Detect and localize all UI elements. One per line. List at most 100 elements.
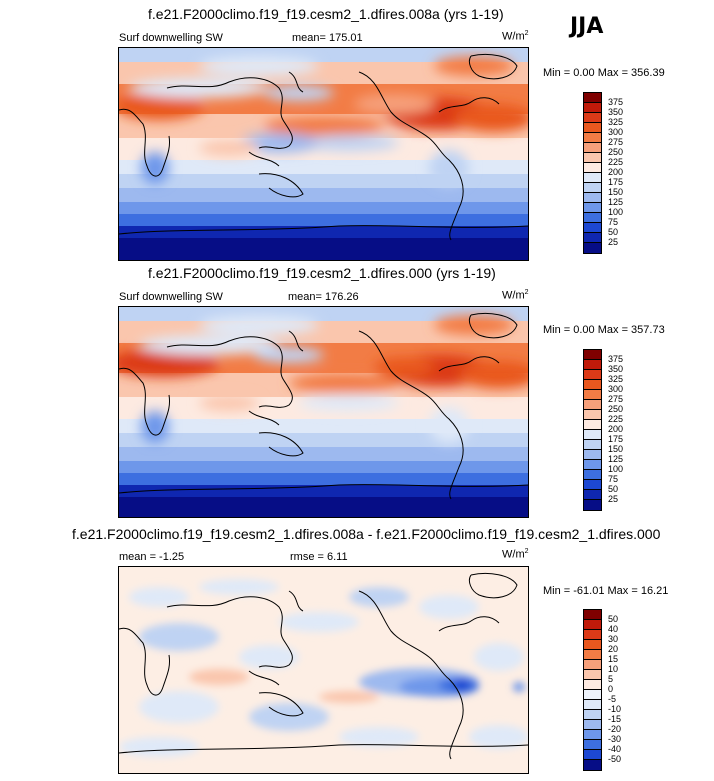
season-label: JJA <box>570 14 604 39</box>
colorbar-swatch <box>584 390 601 400</box>
colorbar-tick-label: 225 <box>608 157 624 167</box>
panel2-units: W/m2 <box>502 289 529 302</box>
colorbar-tick-label: 100 <box>608 464 624 474</box>
colorbar-tick-label: 125 <box>608 197 624 207</box>
colorbar-tick-label: -30 <box>608 734 622 744</box>
colorbar-tick-label: 25 <box>608 494 619 504</box>
colorbar-tick-label: 175 <box>608 177 624 187</box>
panel3-minmax: Min = -61.01 Max = 16.21 <box>543 585 669 597</box>
colorbar-swatch <box>584 700 601 710</box>
colorbar-swatch <box>584 123 601 133</box>
colorbar-swatch <box>584 430 601 440</box>
colorbar-tick-label: 40 <box>608 624 619 634</box>
colorbar-swatch <box>584 213 601 223</box>
colorbar-tick-label: 200 <box>608 167 624 177</box>
colorbar-swatch <box>584 710 601 720</box>
colorbar-tick-label: 30 <box>608 634 619 644</box>
panel3-title: f.e21.F2000climo.f19_f19.cesm2_1.dfires.… <box>72 526 661 542</box>
colorbar-tick-label: 175 <box>608 434 624 444</box>
colorbar-swatch <box>584 243 601 253</box>
colorbar-tick-label: 375 <box>608 354 624 364</box>
colorbar-swatch <box>584 193 601 203</box>
colorbar-tick-label: 20 <box>608 644 619 654</box>
colorbar-swatch <box>584 223 601 233</box>
colorbar-tick-label: 300 <box>608 127 624 137</box>
panel1-colorbar <box>583 92 602 254</box>
colorbar-tick-label: -5 <box>608 694 617 704</box>
colorbar-tick-label: 275 <box>608 394 624 404</box>
panel3-units: W/m2 <box>502 548 529 561</box>
colorbar-swatch <box>584 690 601 700</box>
colorbar-swatch <box>584 350 601 360</box>
colorbar-tick-label: 300 <box>608 384 624 394</box>
panel1-title: f.e21.F2000climo.f19_f19.cesm2_1.dfires.… <box>148 6 504 22</box>
colorbar-tick-label: -20 <box>608 724 622 734</box>
panel2-colorbar <box>583 349 602 511</box>
colorbar-tick-label: 250 <box>608 404 624 414</box>
colorbar-swatch <box>584 720 601 730</box>
colorbar-tick-label: 350 <box>608 107 624 117</box>
colorbar-swatch <box>584 610 601 620</box>
colorbar-swatch <box>584 640 601 650</box>
colorbar-tick-label: 0 <box>608 684 614 694</box>
colorbar-swatch <box>584 680 601 690</box>
panel3-mean-label: mean = -1.25 <box>119 551 185 563</box>
colorbar-swatch <box>584 93 601 103</box>
colorbar-swatch <box>584 183 601 193</box>
colorbar-tick-label: 225 <box>608 414 624 424</box>
colorbar-swatch <box>584 730 601 740</box>
colorbar-swatch <box>584 740 601 750</box>
colorbar-tick-label: 150 <box>608 444 624 454</box>
colorbar-swatch <box>584 670 601 680</box>
panel1-map <box>118 47 529 261</box>
colorbar-swatch <box>584 173 601 183</box>
colorbar-swatch <box>584 420 601 430</box>
colorbar-tick-label: 50 <box>608 227 619 237</box>
colorbar-swatch <box>584 360 601 370</box>
colorbar-tick-label: 50 <box>608 484 619 494</box>
colorbar-swatch <box>584 760 601 770</box>
panel3-rmse-label: rmse = 6.11 <box>290 551 348 563</box>
colorbar-swatch <box>584 470 601 480</box>
colorbar-tick-label: 250 <box>608 147 624 157</box>
colorbar-tick-label: 100 <box>608 207 624 217</box>
colorbar-swatch <box>584 440 601 450</box>
colorbar-swatch <box>584 500 601 510</box>
colorbar-swatch <box>584 490 601 500</box>
colorbar-swatch <box>584 450 601 460</box>
colorbar-swatch <box>584 460 601 470</box>
colorbar-swatch <box>584 400 601 410</box>
panel2-title: f.e21.F2000climo.f19_f19.cesm2_1.dfires.… <box>148 265 496 281</box>
colorbar-swatch <box>584 620 601 630</box>
panel3-map <box>118 566 529 774</box>
colorbar-swatch <box>584 650 601 660</box>
colorbar-tick-label: 375 <box>608 97 624 107</box>
panel1-variable-label: Surf downwelling SW <box>119 32 223 44</box>
colorbar-swatch <box>584 630 601 640</box>
panel3-colorbar <box>583 609 602 771</box>
panel2-mean-label: mean= 176.26 <box>288 291 359 303</box>
colorbar-swatch <box>584 380 601 390</box>
colorbar-tick-label: 350 <box>608 364 624 374</box>
colorbar-swatch <box>584 163 601 173</box>
panel1-minmax: Min = 0.00 Max = 356.39 <box>543 67 665 79</box>
colorbar-swatch <box>584 750 601 760</box>
colorbar-swatch <box>584 660 601 670</box>
colorbar-swatch <box>584 103 601 113</box>
colorbar-swatch <box>584 143 601 153</box>
colorbar-swatch <box>584 410 601 420</box>
colorbar-tick-label: 275 <box>608 137 624 147</box>
colorbar-tick-label: 325 <box>608 374 624 384</box>
colorbar-tick-label: 200 <box>608 424 624 434</box>
colorbar-tick-label: 10 <box>608 664 619 674</box>
colorbar-tick-label: -50 <box>608 754 622 764</box>
panel1-mean-label: mean= 175.01 <box>292 32 363 44</box>
colorbar-tick-label: 75 <box>608 474 619 484</box>
colorbar-tick-label: 325 <box>608 117 624 127</box>
colorbar-tick-label: 50 <box>608 614 619 624</box>
panel2-variable-label: Surf downwelling SW <box>119 291 223 303</box>
panel2-map <box>118 306 529 518</box>
colorbar-tick-label: 5 <box>608 674 614 684</box>
colorbar-swatch <box>584 480 601 490</box>
colorbar-tick-label: 25 <box>608 237 619 247</box>
